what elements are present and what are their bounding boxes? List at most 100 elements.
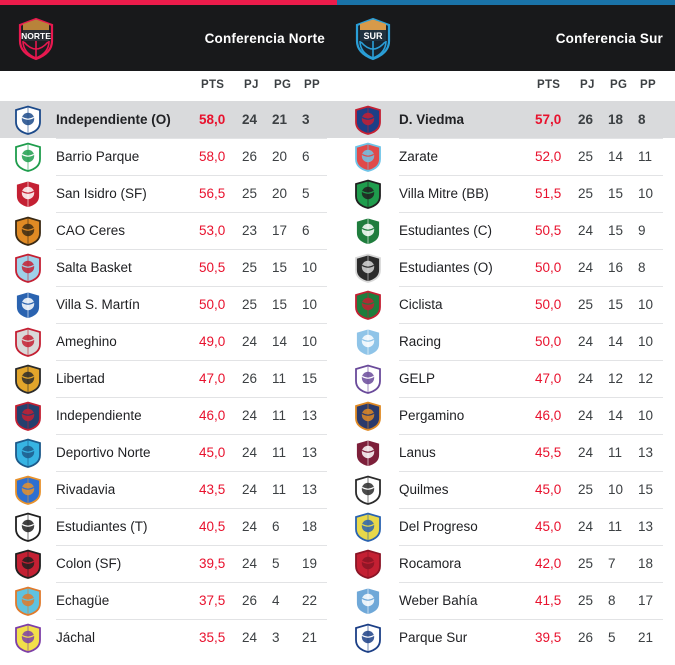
table-row[interactable]: Rocamora 42,0 25 7 18 — [337, 545, 675, 582]
team-name[interactable]: Ameghino — [56, 334, 117, 349]
stat-pts: 46,0 — [199, 408, 226, 423]
row-separator — [56, 212, 327, 213]
table-row[interactable]: Racing 50,0 24 14 10 — [337, 323, 675, 360]
table-row[interactable]: Independiente (O) 58,0 24 21 3 — [0, 101, 337, 138]
team-name[interactable]: San Isidro (SF) — [56, 186, 147, 201]
team-name[interactable]: Estudiantes (T) — [56, 519, 148, 534]
team-name[interactable]: Villa Mitre (BB) — [399, 186, 489, 201]
stat-pp: 3 — [302, 112, 310, 127]
table-row[interactable]: Salta Basket 50,5 25 15 10 — [0, 249, 337, 286]
team-name[interactable]: Pergamino — [399, 408, 465, 423]
team-name[interactable]: Parque Sur — [399, 630, 468, 645]
team-name[interactable]: Deportivo Norte — [56, 445, 151, 460]
team-name[interactable]: Estudiantes (O) — [399, 260, 493, 275]
stat-pj: 25 — [578, 593, 594, 608]
standings-body: Independiente (O) 58,0 24 21 3 Barrio Parque 5… — [0, 101, 675, 665]
team-name[interactable]: Estudiantes (C) — [399, 223, 493, 238]
team-name[interactable]: Racing — [399, 334, 442, 349]
table-row[interactable]: Independiente 46,0 24 11 13 — [0, 397, 337, 434]
table-row[interactable]: Echagüe 37,5 26 4 22 — [0, 582, 337, 619]
stat-pj: 25 — [242, 297, 258, 312]
table-row[interactable]: Estudiantes (T) 40,5 24 6 18 — [0, 508, 337, 545]
stat-pp: 13 — [302, 445, 318, 460]
row-separator — [56, 545, 327, 546]
row-separator — [399, 508, 663, 509]
team-name[interactable]: Rocamora — [399, 556, 462, 571]
table-row[interactable]: GELP 47,0 24 12 12 — [337, 360, 675, 397]
stat-pj: 24 — [242, 519, 258, 534]
table-row[interactable]: San Isidro (SF) 56,5 25 20 5 — [0, 175, 337, 212]
team-name[interactable]: Lanus — [399, 445, 436, 460]
table-row[interactable]: Lanus 45,5 24 11 13 — [337, 434, 675, 471]
team-name[interactable]: Quilmes — [399, 482, 449, 497]
row-separator — [399, 434, 663, 435]
team-name[interactable]: Rivadavia — [56, 482, 116, 497]
row-separator — [56, 286, 327, 287]
table-row[interactable]: Parque Sur 39,5 26 5 21 — [337, 619, 675, 656]
header-north: NORTE Conferencia Norte — [0, 5, 337, 71]
column-header-pts: PTS — [537, 79, 561, 91]
table-row[interactable]: D. Viedma 57,0 26 18 8 — [337, 101, 675, 138]
team-name[interactable]: Villa S. Martín — [56, 297, 140, 312]
stat-pj: 24 — [578, 408, 594, 423]
table-row[interactable]: Barrio Parque 58,0 26 20 6 — [0, 138, 337, 175]
table-row[interactable]: CAO Ceres 53,0 23 17 6 — [0, 212, 337, 249]
team-name[interactable]: Ciclista — [399, 297, 443, 312]
table-row[interactable]: Colon (SF) 39,5 24 5 19 — [0, 545, 337, 582]
table-row[interactable]: Jáchal 35,5 24 3 21 — [0, 619, 337, 656]
stat-pj: 25 — [578, 482, 594, 497]
quilmes-logo — [337, 471, 399, 508]
column-header-row: PTS PJ PG PP PTS PJ PG PP — [0, 71, 675, 101]
stat-pp: 13 — [302, 482, 318, 497]
svg-text:SUR: SUR — [363, 31, 383, 41]
stat-pts: 46,0 — [535, 408, 562, 423]
conference-south-title: Conferencia Sur — [555, 30, 663, 46]
stat-pts: 47,0 — [199, 371, 226, 386]
table-row[interactable]: Deportivo Norte 45,0 24 11 13 — [0, 434, 337, 471]
stat-pj: 24 — [578, 223, 594, 238]
stat-pj: 25 — [578, 297, 594, 312]
table-row[interactable]: Pergamino 46,0 24 14 10 — [337, 397, 675, 434]
team-name[interactable]: Jáchal — [56, 630, 96, 645]
team-name[interactable]: Libertad — [56, 371, 105, 386]
conferencia-norte-shield-logo: NORTE — [8, 15, 64, 61]
team-name[interactable]: Echagüe — [56, 593, 110, 608]
stat-pts: 43,5 — [199, 482, 226, 497]
team-name[interactable]: Independiente (O) — [56, 112, 171, 127]
team-name[interactable]: CAO Ceres — [56, 223, 126, 238]
table-row[interactable]: Estudiantes (O) 50,0 24 16 8 — [337, 249, 675, 286]
stat-pp: 18 — [302, 519, 318, 534]
table-row[interactable]: Weber Bahía 41,5 25 8 17 — [337, 582, 675, 619]
ameghino-logo — [0, 323, 56, 360]
table-row[interactable]: Quilmes 45,0 25 10 15 — [337, 471, 675, 508]
stat-pp: 21 — [302, 630, 318, 645]
stat-pj: 24 — [242, 445, 258, 460]
stat-pg: 11 — [608, 445, 623, 460]
team-name[interactable]: D. Viedma — [399, 112, 465, 127]
stat-pj: 24 — [578, 334, 594, 349]
table-row[interactable]: Estudiantes (C) 50,5 24 15 9 — [337, 212, 675, 249]
table-row[interactable]: Villa S. Martín 50,0 25 15 10 — [0, 286, 337, 323]
table-row[interactable]: Ameghino 49,0 24 14 10 — [0, 323, 337, 360]
team-name[interactable]: Weber Bahía — [399, 593, 478, 608]
table-row[interactable]: Rivadavia 43,5 24 11 13 — [0, 471, 337, 508]
team-name[interactable]: Salta Basket — [56, 260, 132, 275]
team-name[interactable]: Barrio Parque — [56, 149, 140, 164]
del-progreso-logo — [337, 508, 399, 545]
ciclista-logo — [337, 286, 399, 323]
table-row[interactable]: Villa Mitre (BB) 51,5 25 15 10 — [337, 175, 675, 212]
stat-pp: 6 — [302, 223, 310, 238]
table-row[interactable]: Zarate 52,0 25 14 11 — [337, 138, 675, 175]
table-row[interactable]: Del Progreso 45,0 24 11 13 — [337, 508, 675, 545]
conference-north-title: Conferencia Norte — [204, 30, 325, 46]
stat-pj: 24 — [578, 519, 594, 534]
team-name[interactable]: GELP — [399, 371, 436, 386]
team-name[interactable]: Colon (SF) — [56, 556, 122, 571]
stat-pts: 56,5 — [199, 186, 226, 201]
team-name[interactable]: Zarate — [399, 149, 439, 164]
row-separator — [56, 582, 327, 583]
table-row[interactable]: Ciclista 50,0 25 15 10 — [337, 286, 675, 323]
table-row[interactable]: Libertad 47,0 26 11 15 — [0, 360, 337, 397]
team-name[interactable]: Del Progreso — [399, 519, 478, 534]
team-name[interactable]: Independiente — [56, 408, 142, 423]
